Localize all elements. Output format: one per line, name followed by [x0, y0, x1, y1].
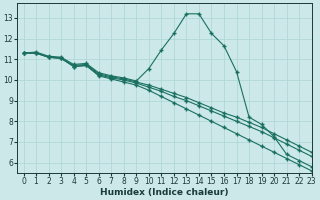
X-axis label: Humidex (Indice chaleur): Humidex (Indice chaleur) — [100, 188, 229, 197]
